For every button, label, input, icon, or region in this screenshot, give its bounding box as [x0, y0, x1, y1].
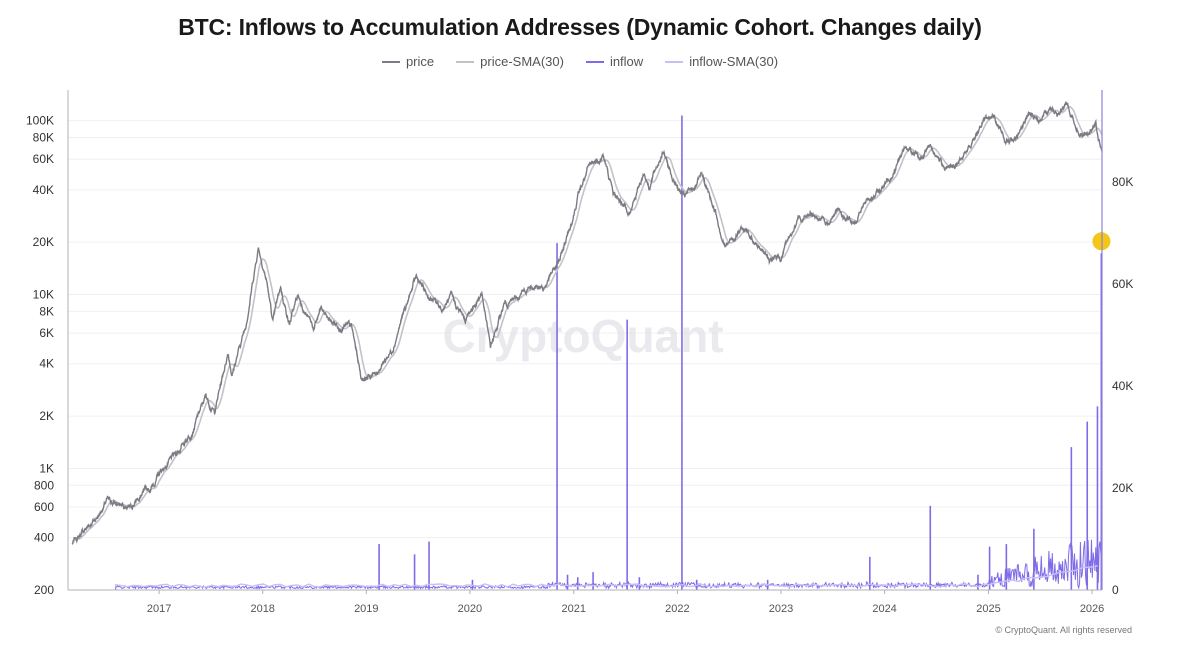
y-left-tick-label: 2K	[39, 409, 54, 423]
grid-lines	[68, 120, 1102, 591]
legend-item-price-sma[interactable]: price-SMA(30)	[456, 54, 564, 69]
y-left-tick-label: 1K	[39, 461, 54, 475]
y-right-tick-label: 20K	[1112, 481, 1133, 495]
legend-item-price[interactable]: price	[381, 54, 435, 69]
chart-legend: price price-SMA(30) inflow inflow-SMA(30…	[0, 54, 1160, 69]
y-left-tick-label: 4K	[39, 357, 54, 371]
y-right-tick-label: 80K	[1112, 175, 1133, 189]
x-tick-label: 2019	[354, 603, 378, 615]
x-tick-label: 2020	[458, 603, 482, 615]
y-left-tick-label: 10K	[33, 288, 54, 302]
x-tick-label: 2025	[976, 603, 1000, 615]
chart-title: BTC: Inflows to Accumulation Addresses (…	[178, 14, 982, 40]
y-left-tick-label: 400	[34, 531, 54, 545]
x-tick-label: 2024	[872, 603, 896, 615]
legend-swatch-inflow	[585, 60, 604, 63]
y-left-tick-label: 800	[34, 478, 54, 492]
x-tick-label: 2018	[250, 603, 274, 615]
inflow-line	[115, 538, 1102, 590]
x-tick-label: 2017	[147, 603, 171, 615]
price-series	[71, 101, 1103, 546]
y-left-tick-label: 6K	[39, 326, 54, 340]
y-left-tick-label: 60K	[33, 152, 54, 166]
inflow-sma-line	[115, 565, 1098, 588]
legend-swatch-price	[381, 60, 400, 63]
y-left-tick-label: 100K	[26, 114, 54, 128]
legend-label-price-sma: price-SMA(30)	[480, 54, 564, 69]
x-tick-label: 2026	[1080, 603, 1104, 615]
y-left-tick-label: 200	[34, 583, 54, 597]
y-right-tick-label: 40K	[1112, 379, 1133, 393]
x-tick-label: 2022	[665, 603, 689, 615]
legend-label-inflow-sma: inflow-SMA(30)	[689, 54, 779, 69]
y-left-tick-label: 600	[34, 500, 54, 514]
x-tick-label: 2021	[562, 603, 586, 615]
price-line	[71, 101, 1103, 546]
y-right-tick-label: 0	[1112, 583, 1119, 597]
y-left-tick-label: 8K	[39, 304, 54, 318]
copyright-notice: © CryptoQuant. All rights reserved	[995, 625, 1132, 635]
y-left-tick-label: 40K	[33, 183, 54, 197]
price-sma-line	[71, 105, 1103, 545]
legend-item-inflow-sma[interactable]: inflow-SMA(30)	[665, 54, 778, 69]
legend-swatch-inflow-sma	[665, 60, 684, 63]
y-right-tick-label: 60K	[1112, 277, 1133, 291]
y-left-tick-label: 80K	[33, 130, 54, 144]
legend-label-inflow: inflow	[609, 54, 644, 69]
x-tick-label: 2023	[769, 603, 793, 615]
legend-swatch-price-sma	[456, 60, 475, 63]
legend-label-price: price	[405, 54, 435, 69]
axes: 100K 80K 60K 40K 20K 10K 8K 6K 4K 2K 1K 800 600 400 20…	[26, 90, 1133, 615]
y-left-tick-label: 20K	[33, 235, 54, 249]
legend-item-inflow[interactable]: inflow	[585, 54, 644, 69]
